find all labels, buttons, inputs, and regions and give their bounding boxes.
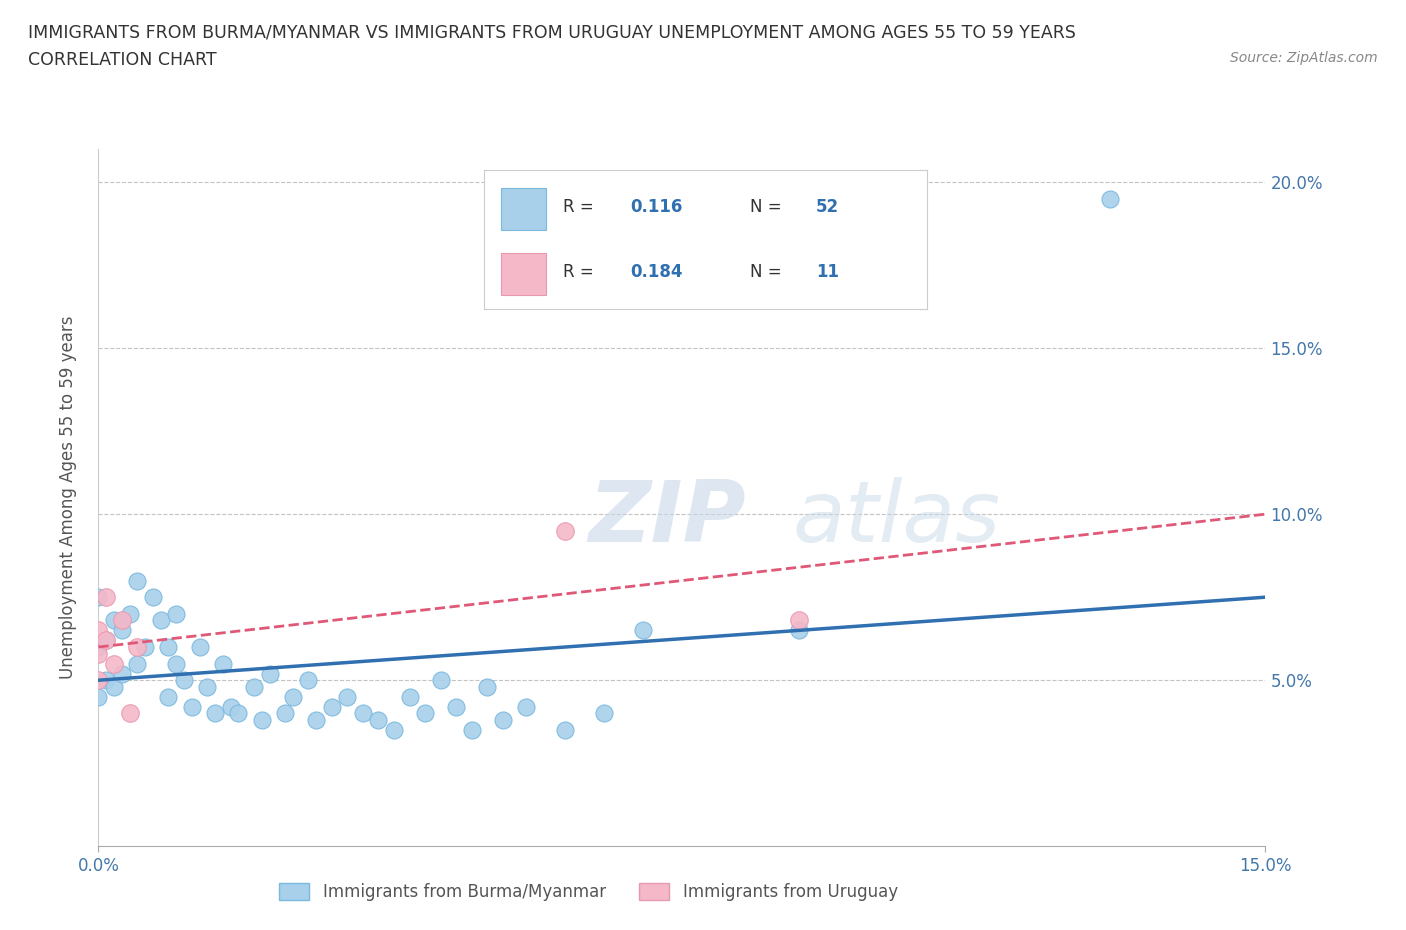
Point — [243, 680, 266, 695]
Point — [515, 699, 537, 714]
Point — [281, 689, 304, 704]
Text: ZIP: ZIP — [589, 477, 747, 560]
Text: Source: ZipAtlas.com: Source: ZipAtlas.com — [1230, 51, 1378, 65]
Point — [157, 689, 180, 704]
Point — [87, 640, 110, 655]
Point — [250, 712, 273, 727]
Point — [787, 623, 810, 638]
Point — [87, 646, 110, 661]
Text: CORRELATION CHART: CORRELATION CHART — [28, 51, 217, 69]
Point — [259, 666, 281, 681]
Point — [127, 657, 149, 671]
Point — [382, 723, 405, 737]
Point — [787, 613, 810, 628]
Point — [413, 706, 436, 721]
Point — [212, 657, 235, 671]
Point — [477, 680, 499, 695]
Point — [87, 623, 110, 638]
Point — [96, 633, 118, 648]
Point — [228, 706, 250, 721]
Point — [111, 613, 134, 628]
Point — [188, 640, 211, 655]
Y-axis label: Unemployment Among Ages 55 to 59 years: Unemployment Among Ages 55 to 59 years — [59, 316, 77, 679]
Point — [305, 712, 328, 727]
Point — [367, 712, 389, 727]
Point — [157, 640, 180, 655]
Point — [398, 689, 420, 704]
Point — [1098, 192, 1121, 206]
Point — [103, 613, 125, 628]
Point — [554, 524, 576, 538]
Point — [111, 623, 134, 638]
Point — [554, 723, 576, 737]
Point — [336, 689, 359, 704]
Text: IMMIGRANTS FROM BURMA/MYANMAR VS IMMIGRANTS FROM URUGUAY UNEMPLOYMENT AMONG AGES: IMMIGRANTS FROM BURMA/MYANMAR VS IMMIGRA… — [28, 23, 1076, 41]
Point — [429, 672, 451, 687]
Point — [274, 706, 297, 721]
Point — [111, 666, 134, 681]
Point — [103, 657, 125, 671]
Point — [96, 672, 118, 687]
Point — [195, 680, 218, 695]
Point — [127, 640, 149, 655]
Point — [149, 613, 172, 628]
Point — [180, 699, 202, 714]
Point — [142, 590, 165, 604]
Legend: Immigrants from Burma/Myanmar, Immigrants from Uruguay: Immigrants from Burma/Myanmar, Immigrant… — [273, 876, 904, 908]
Point — [165, 606, 187, 621]
Point — [173, 672, 195, 687]
Point — [127, 573, 149, 588]
Point — [96, 633, 118, 648]
Point — [461, 723, 484, 737]
Point — [204, 706, 226, 721]
Point — [134, 640, 156, 655]
Point — [352, 706, 374, 721]
Point — [87, 672, 110, 687]
Point — [631, 623, 654, 638]
Point — [87, 689, 110, 704]
Point — [593, 706, 616, 721]
Point — [87, 590, 110, 604]
Point — [321, 699, 343, 714]
Point — [446, 699, 468, 714]
Text: atlas: atlas — [793, 477, 1001, 560]
Point — [96, 590, 118, 604]
Point — [103, 680, 125, 695]
Point — [118, 606, 141, 621]
Point — [492, 712, 515, 727]
Point — [219, 699, 242, 714]
Point — [165, 657, 187, 671]
Point — [118, 706, 141, 721]
Point — [297, 672, 319, 687]
